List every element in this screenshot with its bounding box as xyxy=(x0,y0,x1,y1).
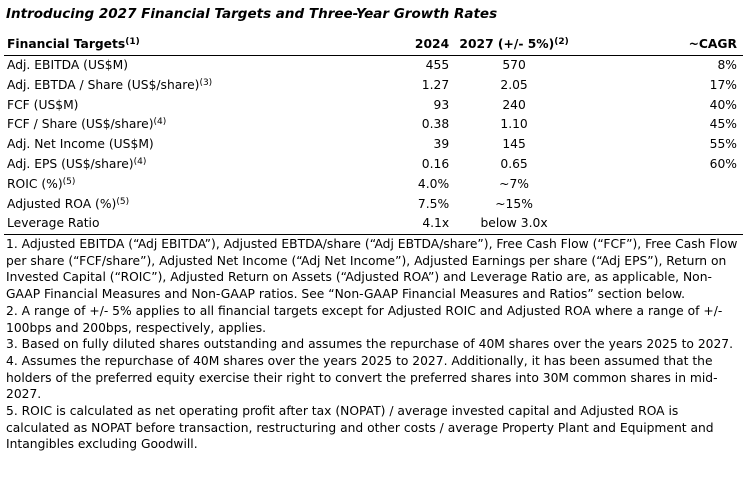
header-cagr: ~CAGR xyxy=(577,36,743,56)
header-financial-targets: Financial Targets(1) xyxy=(4,36,287,56)
cell-cagr: 17% xyxy=(709,77,737,92)
row-label-sup: (3) xyxy=(199,77,213,88)
cell-2027: 570 xyxy=(502,58,526,72)
cell-2027: below 3.0x xyxy=(450,214,578,236)
row-label-text: Adj. Net Income (US$M) xyxy=(7,137,154,152)
table-row: Adj. EBTDA / Share (US$/share)(3) 1.27 2… xyxy=(4,76,743,96)
row-label-sup: (4) xyxy=(133,156,147,167)
cell-2027: 1.10 xyxy=(500,117,528,132)
header-2027-text: 2027 (+/- 5%) xyxy=(459,37,555,51)
row-label-text: Adjusted ROA (%) xyxy=(7,196,117,211)
cell-cagr xyxy=(577,214,743,236)
cell-cagr xyxy=(578,195,743,215)
cell-2027: ~7% xyxy=(499,176,529,191)
row-label-text: ROIC (%) xyxy=(7,176,63,191)
row-label: Adjusted ROA (%)(5) xyxy=(4,195,286,215)
cell-2024: 7.5% xyxy=(417,196,450,211)
header-label-text: Financial Targets xyxy=(7,37,126,51)
cell-2027: 145 xyxy=(502,137,526,152)
row-label: Adj. EBTDA / Share (US$/share)(3) xyxy=(4,76,286,96)
cell-2024: 4.1x xyxy=(286,214,451,236)
table-row: Leverage Ratio 4.1x below 3.0x xyxy=(4,214,743,236)
row-label-text: Adj. EBITDA (US$M) xyxy=(7,58,128,72)
cell-2024: 93 xyxy=(433,97,450,112)
cell-2024: 0.38 xyxy=(421,117,450,132)
cell-2024: 1.27 xyxy=(421,77,450,92)
cell-cagr: 8% xyxy=(717,58,737,72)
row-label: Adj. EPS (US$/share)(4) xyxy=(4,155,286,175)
row-label-text: FCF / Share (US$/share) xyxy=(7,117,154,132)
table-row: Adj. EPS (US$/share)(4) 0.16 0.65 60% xyxy=(4,155,743,175)
cell-cagr: 55% xyxy=(709,137,737,152)
cell-2024: 455 xyxy=(425,58,450,72)
cell-2027: 0.65 xyxy=(500,156,528,171)
row-label: Adj. Net Income (US$M) xyxy=(4,135,286,155)
row-label: FCF (US$M) xyxy=(4,96,286,116)
footnote-4: 4. Assumes the repurchase of 40M shares … xyxy=(6,353,718,402)
row-label: Adj. EBITDA (US$M) xyxy=(4,56,286,76)
financial-targets-table: Financial Targets(1) 2024 2027 (+/- 5%)(… xyxy=(4,36,743,236)
cell-2027: ~15% xyxy=(495,196,533,211)
table-row: ROIC (%)(5) 4.0% ~7% xyxy=(4,175,743,195)
footnotes: 1. Adjusted EBITDA (“Adj EBITDA”), Adjus… xyxy=(6,236,744,453)
cell-2027: 2.05 xyxy=(500,77,528,92)
row-label-sup: (5) xyxy=(116,196,130,207)
table-row: FCF (US$M) 93 240 40% xyxy=(4,96,743,116)
row-label-text: Adj. EBTDA / Share (US$/share) xyxy=(7,77,200,92)
row-label-text: Leverage Ratio xyxy=(7,216,100,231)
cell-2024: 39 xyxy=(433,137,450,152)
header-2024: 2024 xyxy=(286,36,451,56)
cell-2024: 0.16 xyxy=(421,156,450,171)
row-label-sup: (5) xyxy=(62,176,76,187)
row-label: ROIC (%)(5) xyxy=(4,175,286,195)
cell-2024: 4.0% xyxy=(417,176,450,191)
cell-2027: 240 xyxy=(502,97,526,112)
table-row: Adj. EBITDA (US$M) 455 570 8% xyxy=(4,56,743,76)
row-label-text: Adj. EPS (US$/share) xyxy=(7,156,134,171)
header-label-sup: (1) xyxy=(125,37,140,47)
row-label-sup: (4) xyxy=(153,117,167,128)
table-row: FCF / Share (US$/share)(4) 0.38 1.10 45% xyxy=(4,115,743,135)
footnote-1: 1. Adjusted EBITDA (“Adj EBITDA”), Adjus… xyxy=(6,237,738,302)
cell-cagr: 40% xyxy=(709,97,737,112)
row-label-text: FCF (US$M) xyxy=(7,97,79,112)
footnote-2: 2. A range of +/- 5% applies to all fina… xyxy=(6,303,723,335)
footnote-5: 5. ROIC is calculated as net operating p… xyxy=(6,404,714,452)
header-2027-sup: (2) xyxy=(554,37,569,47)
cell-cagr xyxy=(578,175,743,195)
cell-cagr: 60% xyxy=(709,156,737,171)
row-label: FCF / Share (US$/share)(4) xyxy=(4,115,286,135)
page-title: Introducing 2027 Financial Targets and T… xyxy=(6,6,498,22)
row-label: Leverage Ratio xyxy=(4,214,287,236)
table-row: Adjusted ROA (%)(5) 7.5% ~15% xyxy=(4,195,743,215)
cell-cagr: 45% xyxy=(709,117,737,132)
table-row: Adj. Net Income (US$M) 39 145 55% xyxy=(4,135,743,155)
footnote-3: 3. Based on fully diluted shares outstan… xyxy=(6,337,734,352)
header-2027: 2027 (+/- 5%)(2) xyxy=(450,36,578,56)
table-header-row: Financial Targets(1) 2024 2027 (+/- 5%)(… xyxy=(4,36,743,56)
